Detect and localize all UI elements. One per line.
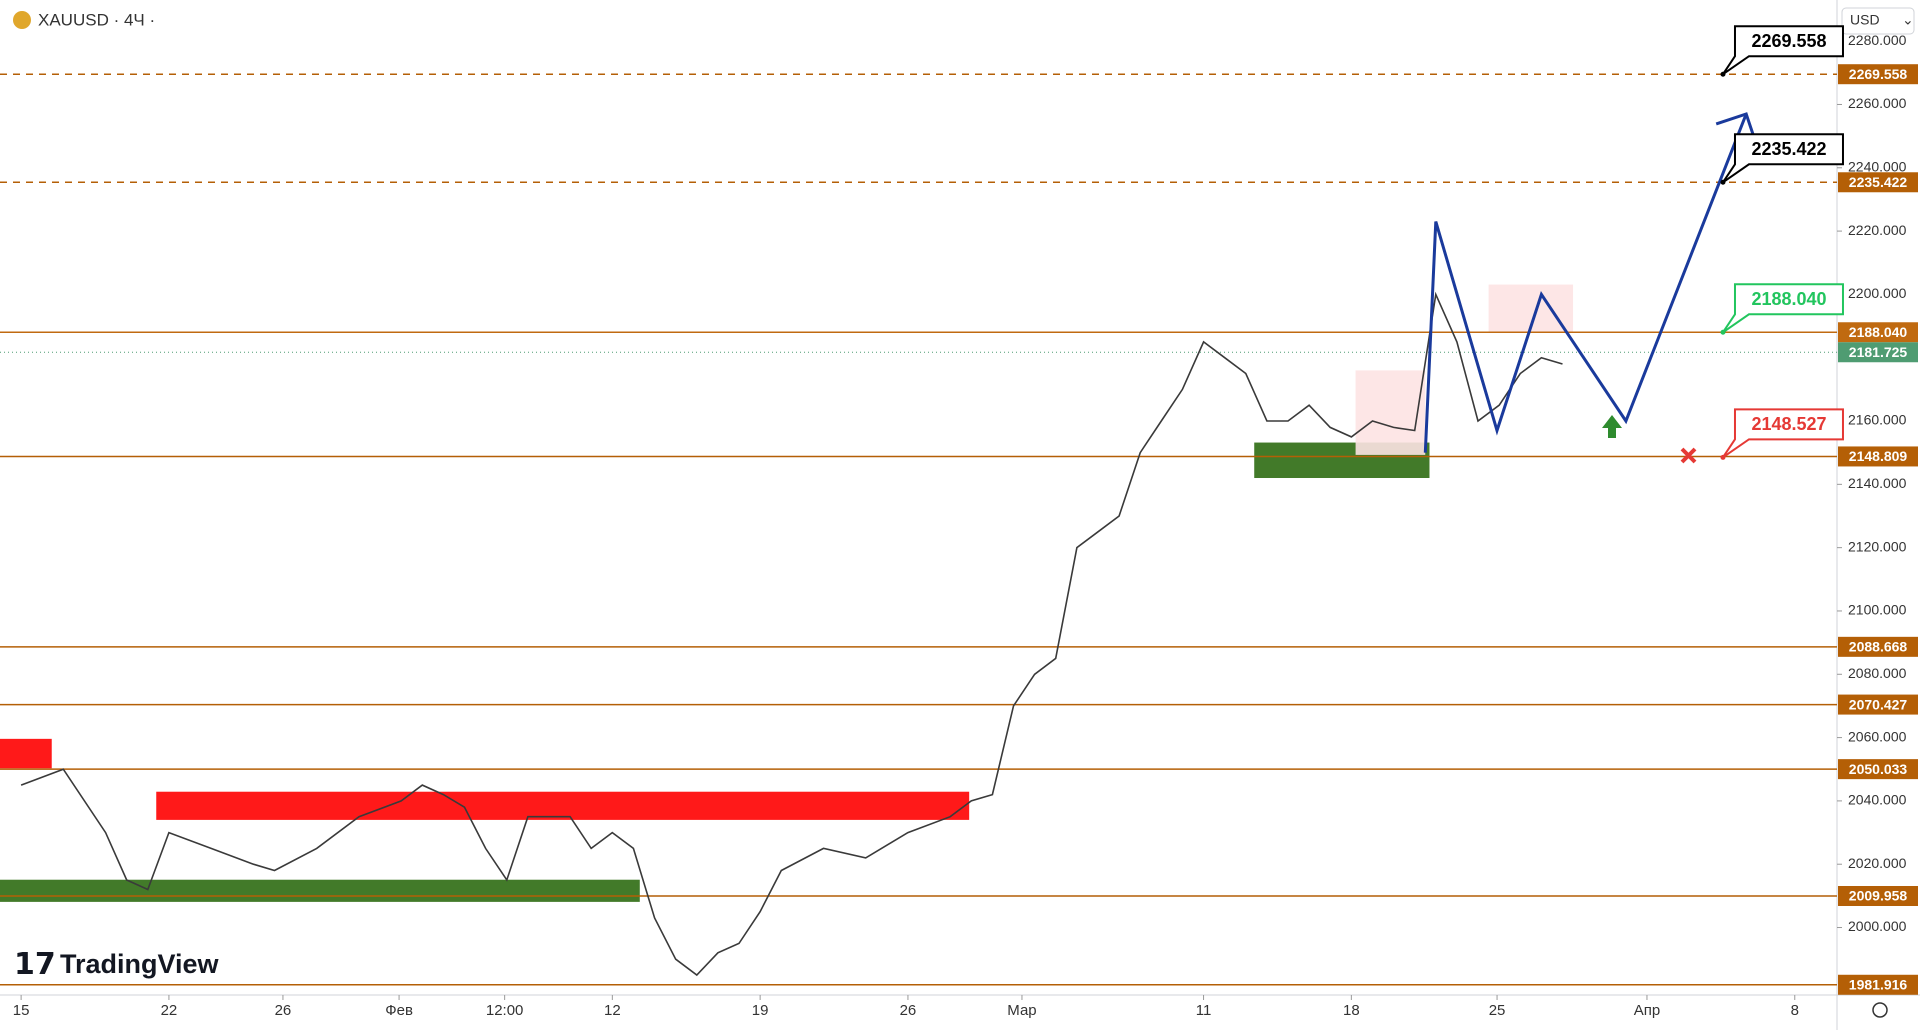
- callout-box: [1722, 283, 1844, 334]
- x-tick-label: Фев: [385, 1002, 413, 1019]
- y-tick-label: 2140.000: [1848, 475, 1907, 491]
- entry-arrow: [1602, 415, 1622, 438]
- callout-label: 2188.040: [1751, 289, 1826, 309]
- y-tick-label: 2160.000: [1848, 412, 1907, 428]
- y-tick-label: 2120.000: [1848, 538, 1907, 554]
- callout-box: [1722, 408, 1844, 459]
- brand: TradingView: [60, 949, 220, 979]
- level-axis-label: 2009.958: [1849, 888, 1908, 904]
- zone: [156, 791, 970, 820]
- callout-box: [1722, 25, 1844, 76]
- y-tick-label: 2020.000: [1848, 855, 1907, 871]
- level-axis-label: 2088.668: [1849, 639, 1908, 655]
- callout-box: [1722, 133, 1844, 184]
- projection-line: [1423, 113, 1748, 453]
- zone: [1355, 370, 1426, 455]
- x-tick-label: 18: [1343, 1002, 1360, 1019]
- level-axis-box: [1838, 64, 1918, 85]
- stop-marker: [1680, 447, 1697, 464]
- y-tick-label: 2100.000: [1848, 602, 1907, 618]
- callout-label: 2269.558: [1751, 31, 1826, 51]
- level-axis-label: 1981.916: [1849, 976, 1908, 992]
- callout-label: 2235.422: [1751, 139, 1826, 159]
- y-tick-label: 2240.000: [1848, 158, 1907, 174]
- zone: [0, 738, 52, 769]
- x-tick-label: 8: [1791, 1002, 1799, 1019]
- y-tick-label: 2040.000: [1848, 792, 1907, 808]
- x-tick-label: 26: [275, 1002, 292, 1019]
- zone: [0, 879, 640, 902]
- level-axis-label: 2050.033: [1849, 761, 1908, 777]
- level-axis-box: [1838, 322, 1918, 343]
- x-tick-label: 22: [161, 1002, 178, 1019]
- level-axis-box: [1838, 172, 1918, 193]
- x-tick-label: 12: [604, 1002, 621, 1019]
- y-tick-label: 2060.000: [1848, 728, 1907, 744]
- level-axis-box: [1838, 974, 1918, 995]
- y-tick-label: 2080.000: [1848, 665, 1907, 681]
- marks: 2000.000 2020.000 2040.000 2060.000 2080.000…: [0, 25, 1918, 1019]
- level-axis-box: [1838, 694, 1918, 715]
- x-tick-label: 25: [1489, 1002, 1506, 1019]
- x-tick-label: 26: [900, 1002, 917, 1019]
- y-tick-label: 2280.000: [1848, 32, 1907, 48]
- symbol[interactable]: XAUUSD · 4Ч ·: [38, 10, 155, 29]
- level-axis-box: [1838, 759, 1918, 780]
- level-axis-box: [1838, 885, 1918, 906]
- last-price-label: 2181.725: [1849, 344, 1908, 360]
- x-tick-label: Апр: [1634, 1002, 1660, 1019]
- level-axis-box: [1838, 446, 1918, 467]
- x-tick-label: 12:00: [486, 1002, 524, 1019]
- currency-caret: ⌄: [1902, 12, 1914, 28]
- level-axis-box: [1838, 636, 1918, 657]
- x-tick-label: 19: [752, 1002, 769, 1019]
- x-tick-label: 11: [1196, 1002, 1212, 1019]
- y-tick-label: 2220.000: [1848, 222, 1907, 238]
- settings-button[interactable]: [1872, 1002, 1888, 1018]
- brand-logo: 𝟭𝟳: [14, 948, 56, 981]
- currency[interactable]: USD: [1850, 12, 1880, 28]
- y-tick-label: 2200.000: [1848, 285, 1907, 301]
- y-tick-label: 2260.000: [1848, 95, 1907, 111]
- y-tick-label: 2000.000: [1848, 918, 1907, 934]
- x-tick-label: 15: [13, 1002, 30, 1019]
- level-axis-label: 2269.558: [1849, 66, 1908, 82]
- x-tick-label: Мар: [1007, 1002, 1036, 1019]
- level-axis-label: 2070.427: [1849, 696, 1908, 712]
- price-line: [20, 291, 1563, 977]
- callout-label: 2148.527: [1751, 414, 1826, 434]
- symbol-icon: [13, 11, 31, 29]
- level-axis-label: 2235.422: [1849, 174, 1908, 190]
- last-price-box: [1838, 342, 1918, 363]
- level-axis-label: 2188.040: [1849, 324, 1908, 340]
- currency-button[interactable]: [1841, 7, 1915, 35]
- level-axis-label: 2148.809: [1849, 448, 1908, 464]
